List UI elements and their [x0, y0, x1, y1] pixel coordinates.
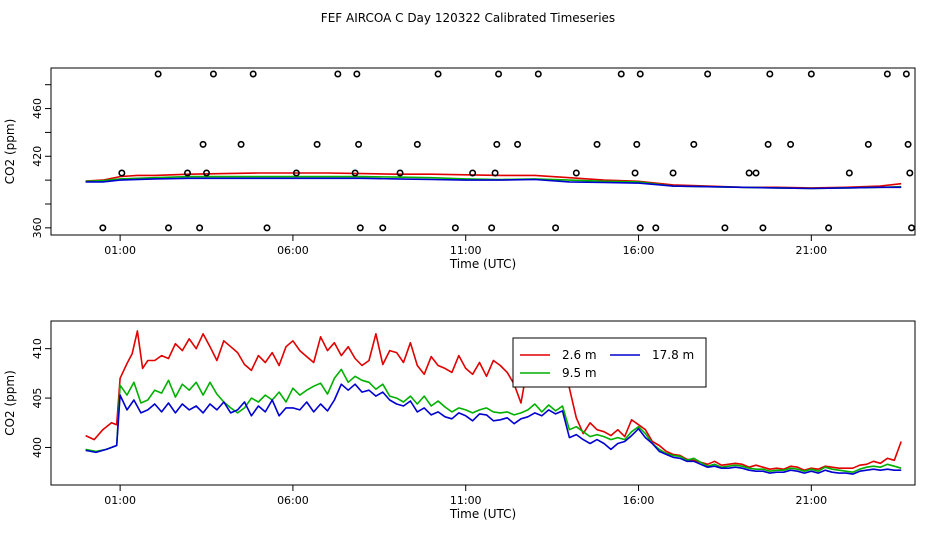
legend-box [512, 337, 707, 388]
x-tick-label: 06:00 [277, 244, 309, 257]
calibration-point [745, 169, 753, 177]
x-tick-label: 16:00 [623, 494, 655, 507]
calibration-point [514, 140, 522, 148]
calibration-point [572, 169, 580, 177]
y-axis-label: CO2 (ppm) [3, 370, 17, 436]
x-axis-label: Time (UTC) [449, 257, 516, 271]
calibration-point [199, 140, 207, 148]
calibration-point [334, 70, 342, 78]
calibration-point [787, 140, 795, 148]
calibration-point [237, 140, 245, 148]
calibration-point [379, 224, 387, 232]
calibration-point [353, 70, 361, 78]
x-tick-label: 21:00 [795, 494, 827, 507]
y-tick-label: 360 [31, 217, 44, 238]
calibration-point [633, 140, 641, 148]
top-panel-calibrated-timeseries: 01:00 06:00 11:00 16:00 21:00 Time (UTC) 360 42… [3, 67, 916, 271]
y-tick-label: 460 [31, 98, 44, 119]
calibration-point [434, 70, 442, 78]
x-tick-label: 06:00 [277, 494, 309, 507]
calibration-point [355, 140, 363, 148]
y-tick-label: 405 [31, 388, 44, 409]
calibration-point [752, 169, 760, 177]
x-tick-label: 01:00 [104, 494, 136, 507]
calibration-point [356, 224, 364, 232]
calibration-point [902, 70, 910, 78]
x-tick-label: 21:00 [795, 244, 827, 257]
calibration-point [721, 224, 729, 232]
calibration-point [764, 140, 772, 148]
series-line-9-5-m [85, 368, 902, 474]
calibration-point [617, 70, 625, 78]
calibration-point [669, 169, 677, 177]
calibration-point [491, 169, 499, 177]
calibration-point [704, 70, 712, 78]
calibration-point [351, 169, 359, 177]
legend-label: 9.5 m [562, 366, 597, 380]
legend-label: 17.8 m [652, 348, 694, 362]
y-tick-label: 400 [31, 437, 44, 458]
calibration-point [636, 224, 644, 232]
series-line-2-6-m [85, 330, 902, 472]
calibration-point [99, 224, 107, 232]
calibration-point [292, 169, 300, 177]
series-line-17-8-m [85, 177, 902, 190]
figure-title: FEF AIRCOA C Day 120322 Calibrated Times… [321, 11, 615, 25]
calibration-point [883, 70, 891, 78]
calibration-point [154, 70, 162, 78]
calibration-point [313, 140, 321, 148]
series-line-17-8-m [85, 383, 902, 475]
calibration-point [249, 70, 257, 78]
calibration-point [263, 224, 271, 232]
x-axis-label: Time (UTC) [449, 507, 516, 521]
calibration-point [203, 169, 211, 177]
x-tick-label: 01:00 [104, 244, 136, 257]
calibration-point [766, 70, 774, 78]
calibration-point [552, 224, 560, 232]
calibration-point [165, 224, 173, 232]
calibration-point [906, 169, 914, 177]
calibration-point [690, 140, 698, 148]
y-tick-label: 410 [31, 338, 44, 359]
calibration-point [534, 70, 542, 78]
calibration-point [908, 224, 916, 232]
legend-label: 2.6 m [562, 348, 597, 362]
calibration-point [451, 224, 459, 232]
calibration-point [807, 70, 815, 78]
calibration-point [593, 140, 601, 148]
plot-frame [50, 320, 916, 486]
calibration-point [636, 70, 644, 78]
calibration-point [488, 224, 496, 232]
bottom-panel-co2-by-height: 01:00 06:00 11:00 16:00 21:00 Time (UTC) 400 40… [3, 320, 916, 521]
plot-frame [50, 67, 916, 236]
calibration-point [493, 140, 501, 148]
calibration-point [209, 70, 217, 78]
x-tick-label: 16:00 [623, 244, 655, 257]
x-tick-label: 11:00 [450, 494, 482, 507]
data-layer [85, 172, 902, 190]
y-axis-label: CO2 (ppm) [3, 119, 17, 185]
calibration-point [759, 224, 767, 232]
calibration-point [184, 169, 192, 177]
x-tick-label: 11:00 [450, 244, 482, 257]
y-tick-label: 420 [31, 146, 44, 167]
data-layer [85, 330, 902, 475]
calibration-point [652, 224, 660, 232]
calibration-point [495, 70, 503, 78]
calibration-point [631, 169, 639, 177]
calibration-point [904, 140, 912, 148]
calibration-point [196, 224, 204, 232]
calibration-point [825, 224, 833, 232]
calibration-point [413, 140, 421, 148]
legend: 2.6 m 17.8 m 9.5 m [512, 337, 707, 388]
calibration-point [118, 169, 126, 177]
calibration-point [845, 169, 853, 177]
calibration-point [864, 140, 872, 148]
calibration-point [469, 169, 477, 177]
calibration-point [396, 169, 404, 177]
